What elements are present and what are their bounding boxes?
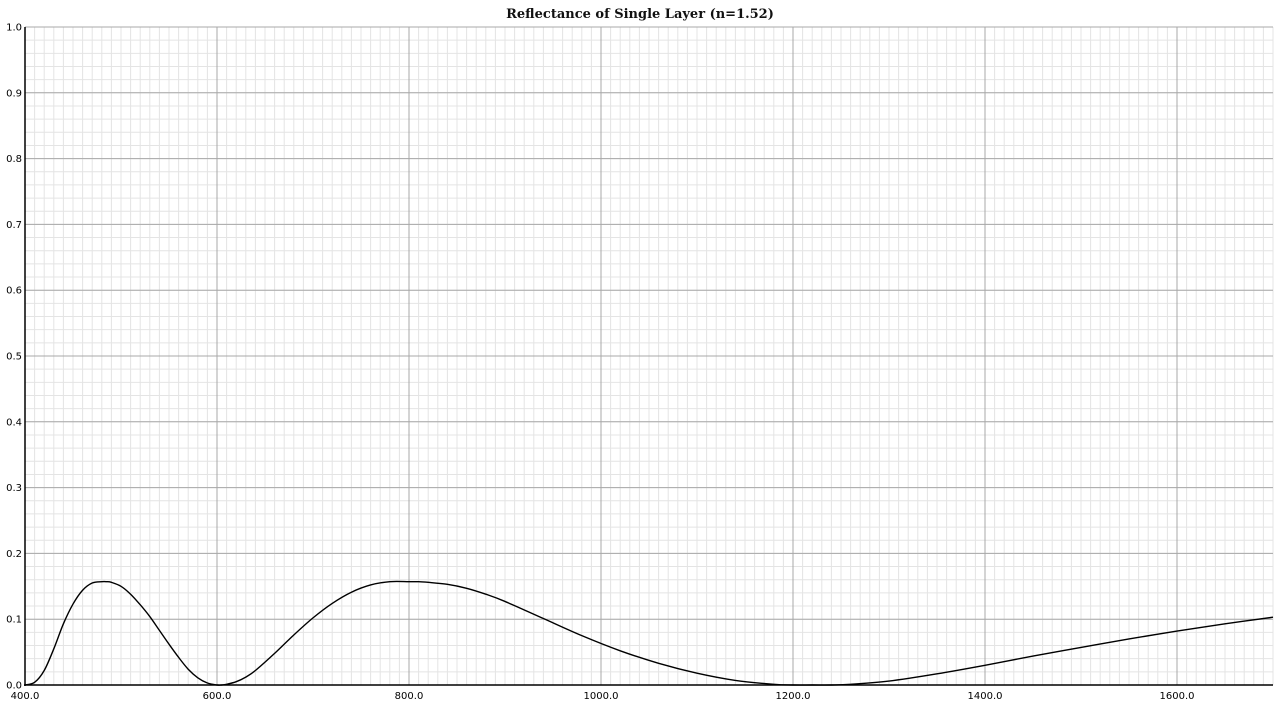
- series-layer: [24, 580, 1274, 686]
- x-tick-label: 600.0: [203, 691, 232, 702]
- y-tick-label: 1.0: [6, 23, 22, 34]
- y-tick-label: 0.4: [6, 417, 22, 428]
- axes: [24, 27, 1273, 686]
- x-tick-label: 1200.0: [776, 691, 811, 702]
- x-tick-label: 1600.0: [1160, 691, 1195, 702]
- y-tick-label: 0.9: [6, 88, 22, 99]
- x-tick-label: 1400.0: [968, 691, 1003, 702]
- y-tick-label: 0.5: [6, 352, 22, 363]
- x-axis-ticks: 400.0 600.0 800.0 1000.0 1200.0 1400.0 1600.0: [11, 691, 1195, 702]
- x-tick-label: 400.0: [11, 691, 40, 702]
- y-axis-ticks: 0.0 0.1 0.2 0.3 0.4 0.5 0.6 0.7 0.8 0.9 1.0: [6, 23, 22, 692]
- y-tick-label: 0.7: [6, 220, 22, 231]
- y-tick-label: 0.8: [6, 154, 22, 165]
- y-tick-label: 0.2: [6, 549, 22, 560]
- x-tick-label: 1000.0: [584, 691, 619, 702]
- y-tick-label: 0.1: [6, 615, 22, 626]
- chart-title: Reflectance of Single Layer (n=1.52): [506, 7, 774, 22]
- y-tick-label: 0.3: [6, 483, 22, 494]
- y-tick-label: 0.0: [6, 681, 22, 692]
- y-tick-label: 0.6: [6, 286, 22, 297]
- series-line: [24, 580, 1274, 686]
- x-tick-label: 800.0: [395, 691, 424, 702]
